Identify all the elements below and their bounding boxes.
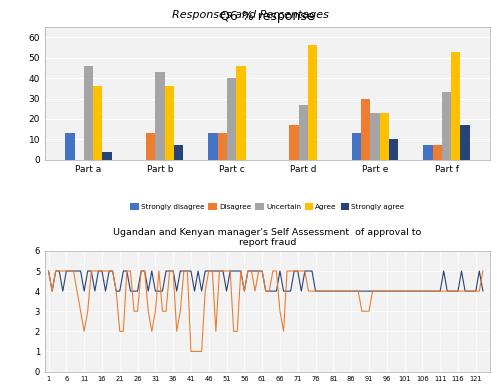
Bar <box>208 133 218 160</box>
Bar <box>352 133 361 160</box>
Bar <box>165 86 174 160</box>
Bar <box>65 133 74 160</box>
Bar <box>84 66 93 160</box>
Title: Ugandan and Kenyan manager's Self Assessment  of approval to
report fraud: Ugandan and Kenyan manager's Self Assess… <box>114 228 422 247</box>
Bar <box>370 113 380 160</box>
Bar <box>308 45 318 160</box>
Bar <box>460 125 470 160</box>
Bar <box>290 125 298 160</box>
Bar <box>423 146 432 160</box>
Bar <box>146 133 156 160</box>
Bar <box>380 113 389 160</box>
Bar <box>298 104 308 160</box>
Bar <box>102 152 112 160</box>
Bar <box>174 146 184 160</box>
Bar <box>156 72 165 160</box>
Bar <box>93 86 102 160</box>
Bar <box>389 139 398 160</box>
Bar <box>451 51 460 160</box>
Bar <box>218 133 227 160</box>
Bar <box>432 146 442 160</box>
Bar <box>442 92 451 160</box>
Text: Responses and Percentages: Responses and Percentages <box>172 10 328 20</box>
Legend: Strongly disagree, Disagree, Uncertain, Agree, Strongly agree: Strongly disagree, Disagree, Uncertain, … <box>128 200 407 213</box>
Title: Q6 % response: Q6 % response <box>220 10 315 23</box>
Bar <box>361 99 370 160</box>
Bar <box>236 66 246 160</box>
Bar <box>227 78 236 160</box>
